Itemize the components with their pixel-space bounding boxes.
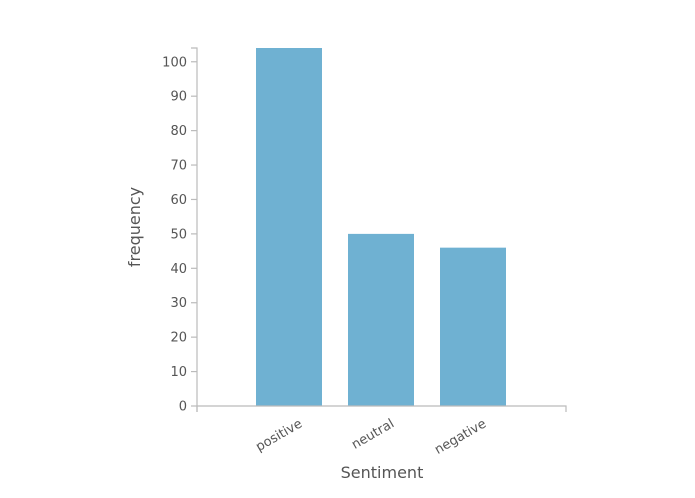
y-tick-label: 40 xyxy=(170,262,187,277)
y-tick-label: 60 xyxy=(170,193,187,208)
bar-positive xyxy=(256,48,322,406)
y-tick-label: 30 xyxy=(170,296,187,311)
y-tick-label: 50 xyxy=(170,227,187,242)
y-tick-label: 20 xyxy=(170,331,187,346)
y-tick-label: 70 xyxy=(170,159,187,174)
y-tick-label: 80 xyxy=(170,124,187,139)
bars-layer xyxy=(256,48,506,406)
y-axis-line xyxy=(191,47,198,412)
y-tick-label: 100 xyxy=(162,55,187,70)
y-tick-label: 90 xyxy=(170,90,187,105)
y-tick-label: 0 xyxy=(179,400,187,415)
axes-layer xyxy=(191,47,567,412)
x-category-label: negative xyxy=(432,416,489,457)
bar-negative xyxy=(440,247,506,406)
x-category-label: neutral xyxy=(349,416,397,452)
x-axis-line xyxy=(196,405,567,412)
y-axis-title: frequency xyxy=(125,187,144,267)
bar-neutral xyxy=(348,233,414,406)
x-categories-layer: positive neutral negative xyxy=(253,416,489,457)
x-axis-title: Sentiment xyxy=(341,463,424,482)
y-tick-label: 10 xyxy=(170,365,187,380)
y-ticks-layer: 0 10 20 30 40 50 60 70 80 90 100 xyxy=(162,55,197,415)
x-category-label: positive xyxy=(253,416,305,454)
